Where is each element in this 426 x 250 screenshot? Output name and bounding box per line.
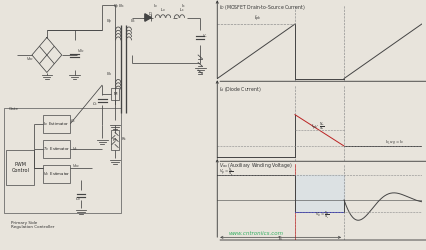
Text: $I_{o\_avg}=I_o$: $I_{o\_avg}=I_o$ xyxy=(385,138,404,147)
Text: $R_s$: $R_s$ xyxy=(112,136,118,144)
Polygon shape xyxy=(145,14,151,21)
Text: $V_{ax}$ (Auxiliary Winding Voltage): $V_{ax}$ (Auxiliary Winding Voltage) xyxy=(219,161,293,170)
Text: $R_s$: $R_s$ xyxy=(121,135,127,142)
Text: $I_{pk}$: $I_{pk}$ xyxy=(254,14,262,24)
Text: Gate: Gate xyxy=(9,107,18,111)
Text: $N_p\ N_s$: $N_p\ N_s$ xyxy=(113,2,125,11)
Text: $I_o$  Estimator: $I_o$ Estimator xyxy=(43,120,69,128)
Text: $I_o$: $I_o$ xyxy=(153,2,158,10)
Text: D: D xyxy=(149,12,152,16)
Text: $V_{ac}$: $V_{ac}$ xyxy=(26,55,34,62)
Bar xyxy=(4,108,121,212)
Text: $V_o$: $V_o$ xyxy=(202,32,208,40)
Text: $N_a$: $N_a$ xyxy=(106,70,113,78)
Text: $L_s$: $L_s$ xyxy=(179,6,184,14)
Text: $V_{dc}$: $V_{dc}$ xyxy=(77,48,84,55)
Bar xyxy=(43,115,70,132)
Text: $I_D$ (MOSFET Drain-to-Source Current): $I_D$ (MOSFET Drain-to-Source Current) xyxy=(219,3,306,12)
Text: $V_s$: $V_s$ xyxy=(72,145,78,152)
Bar xyxy=(111,130,119,150)
Bar xyxy=(111,88,119,100)
Text: $C_o$: $C_o$ xyxy=(75,195,81,202)
Text: $I_d$ (Diode Current): $I_d$ (Diode Current) xyxy=(219,85,262,94)
Text: $V_p=\frac{N_a}{N_p}$: $V_p=\frac{N_a}{N_p}$ xyxy=(219,167,234,178)
Text: $C_s$: $C_s$ xyxy=(70,118,76,125)
Text: M: M xyxy=(113,92,117,96)
Text: $V_o$  Estimator: $V_o$ Estimator xyxy=(43,170,70,177)
Text: PWM
Control: PWM Control xyxy=(12,162,29,173)
Text: $T_o$  Estimator: $T_o$ Estimator xyxy=(43,145,70,152)
Text: $V_{ax}$: $V_{ax}$ xyxy=(72,162,81,170)
Text: $V_o=\frac{N_a}{N_s}$: $V_o=\frac{N_a}{N_s}$ xyxy=(315,210,330,222)
Text: www.cntroniics.com: www.cntroniics.com xyxy=(228,231,283,236)
Bar xyxy=(43,140,70,158)
Bar xyxy=(6,150,34,185)
Bar xyxy=(43,165,70,182)
Text: $T_s$: $T_s$ xyxy=(277,234,284,243)
Text: $N_p$: $N_p$ xyxy=(106,17,113,26)
Text: Primary Side
Regulation Controller: Primary Side Regulation Controller xyxy=(11,221,54,229)
Text: $I_s$: $I_s$ xyxy=(181,2,186,10)
Text: $N_s$: $N_s$ xyxy=(130,18,136,25)
Text: $L_o$: $L_o$ xyxy=(160,6,165,14)
Text: $C_s$: $C_s$ xyxy=(92,100,98,108)
Text: $I_{pk}\cdot\frac{N_p}{N_s}$: $I_{pk}\cdot\frac{N_p}{N_s}$ xyxy=(311,120,325,133)
